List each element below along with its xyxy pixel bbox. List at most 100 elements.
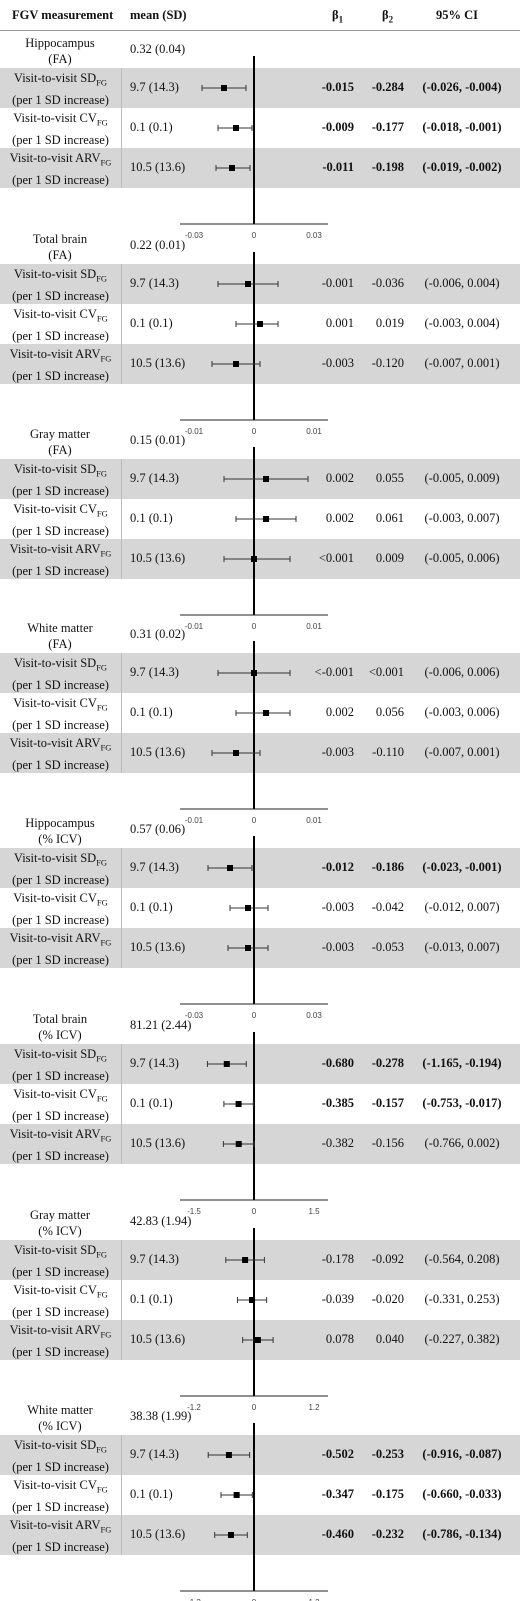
row-beta1: 0.001 bbox=[325, 316, 354, 330]
panel-title-line2: (FA) bbox=[48, 443, 72, 457]
row-label-suffix: (per 1 SD increase) bbox=[12, 952, 109, 967]
point-estimate bbox=[233, 361, 239, 367]
row-label-suffix: (per 1 SD increase) bbox=[12, 288, 109, 303]
table-row: Visit-to-visit CVFG (per 1 SD increase) 0.… bbox=[0, 304, 520, 344]
row-label-prefix: Visit-to-visit bbox=[9, 151, 76, 165]
row-metric: CV bbox=[79, 891, 97, 905]
row-label: Visit-to-visit CVFG (per 1 SD increase) bbox=[0, 110, 121, 149]
row-mean-sd: 9.7 (14.3) bbox=[130, 1056, 179, 1070]
row-mean-sd: 10.5 (13.6) bbox=[130, 551, 186, 565]
row-label-suffix: (per 1 SD increase) bbox=[12, 1459, 109, 1474]
row-metric-subscript: FG bbox=[96, 1289, 108, 1300]
tick-label: -0.01 bbox=[185, 622, 204, 631]
row-beta1: 0.002 bbox=[325, 511, 354, 525]
row-beta1: -0.460 bbox=[321, 1527, 354, 1541]
row-95-ci: (-0.006, 0.004) bbox=[424, 276, 500, 290]
row-metric-subscript: FG bbox=[96, 468, 108, 479]
column-separator bbox=[121, 653, 122, 773]
row-label-suffix: (per 1 SD increase) bbox=[12, 132, 109, 147]
column-separator bbox=[121, 459, 122, 579]
row-label: Visit-to-visit SDFG (per 1 SD increase) bbox=[0, 461, 121, 500]
row-beta1: -0.009 bbox=[321, 120, 354, 134]
row-beta2: -0.253 bbox=[371, 1447, 404, 1461]
row-beta1: -0.003 bbox=[321, 356, 354, 370]
row-label: Visit-to-visit SDFG (per 1 SD increase) bbox=[0, 655, 121, 694]
forest-plot: -0.01 0 0.01 bbox=[180, 252, 328, 436]
row-metric-subscript: FG bbox=[96, 897, 108, 908]
point-estimate bbox=[233, 750, 239, 756]
row-label-prefix: Visit-to-visit bbox=[13, 891, 80, 905]
row-beta2: -0.092 bbox=[371, 1252, 404, 1266]
row-label-prefix: Visit-to-visit bbox=[9, 931, 76, 945]
row-beta1: -0.385 bbox=[321, 1096, 354, 1110]
tick-label: 0 bbox=[252, 1403, 257, 1412]
row-metric: SD bbox=[80, 851, 97, 865]
tick-label: 0 bbox=[252, 231, 257, 240]
row-mean-sd: 9.7 (14.3) bbox=[130, 860, 179, 874]
forest-plot: -0.01 0 0.01 bbox=[180, 641, 328, 825]
table-row: Visit-to-visit SDFG (per 1 SD increase) 9.… bbox=[0, 1044, 520, 1084]
table-row: Visit-to-visit ARVFG (per 1 SD increase) 1… bbox=[0, 1320, 520, 1360]
row-label: Visit-to-visit CVFG (per 1 SD increase) bbox=[0, 1477, 121, 1516]
table-row: Visit-to-visit SDFG (per 1 SD increase) 9.… bbox=[0, 68, 520, 108]
row-label: Visit-to-visit CVFG (per 1 SD increase) bbox=[0, 501, 121, 540]
table-row: Visit-to-visit ARVFG (per 1 SD increase) 1… bbox=[0, 148, 520, 188]
row-beta1: -0.502 bbox=[321, 1447, 354, 1461]
row-metric-subscript: FG bbox=[96, 273, 108, 284]
row-95-ci: (-0.007, 0.001) bbox=[424, 356, 500, 370]
row-mean-sd: 10.5 (13.6) bbox=[130, 1332, 186, 1346]
row-metric: CV bbox=[79, 111, 97, 125]
row-label: Visit-to-visit ARVFG (per 1 SD increase) bbox=[0, 1322, 121, 1361]
row-label-prefix: Visit-to-visit bbox=[13, 1438, 81, 1452]
table-row: Visit-to-visit CVFG (per 1 SD increase) 0.… bbox=[0, 108, 520, 148]
row-mean-sd: 0.1 (0.1) bbox=[130, 316, 173, 330]
tick-label: -0.01 bbox=[185, 427, 204, 436]
row-beta1: 0.078 bbox=[325, 1332, 354, 1346]
row-beta1: -0.012 bbox=[321, 860, 354, 874]
row-metric: SD bbox=[80, 656, 97, 670]
row-beta1: -0.003 bbox=[321, 940, 354, 954]
row-label-prefix: Visit-to-visit bbox=[9, 347, 76, 361]
panel-title-line2: (% ICV) bbox=[38, 1224, 82, 1238]
tick-label: -0.03 bbox=[185, 1011, 204, 1020]
column-separator bbox=[121, 1435, 122, 1555]
row-label-prefix: Visit-to-visit bbox=[9, 1323, 76, 1337]
row-beta2: 0.040 bbox=[375, 1332, 404, 1346]
point-estimate bbox=[228, 1532, 234, 1538]
row-95-ci: (-0.023, -0.001) bbox=[422, 860, 502, 874]
row-beta2: -0.284 bbox=[371, 80, 404, 94]
row-95-ci: (-0.003, 0.004) bbox=[424, 316, 500, 330]
row-mean-sd: 9.7 (14.3) bbox=[130, 1252, 179, 1266]
tick-label: 0 bbox=[252, 1207, 257, 1216]
table-row: Visit-to-visit ARVFG (per 1 SD increase) 1… bbox=[0, 344, 520, 384]
row-label-suffix: (per 1 SD increase) bbox=[12, 1108, 109, 1123]
header-95-ci: 95% CI bbox=[436, 8, 479, 22]
point-estimate bbox=[227, 865, 233, 871]
row-label-suffix: (per 1 SD increase) bbox=[12, 677, 109, 692]
point-estimate bbox=[233, 1492, 240, 1498]
row-metric-subscript: FG bbox=[96, 117, 108, 128]
row-metric-subscript: FG bbox=[96, 77, 108, 88]
row-metric: ARV bbox=[75, 151, 101, 165]
row-95-ci: (-0.331, 0.253) bbox=[424, 1292, 500, 1306]
row-mean-sd: 0.1 (0.1) bbox=[130, 900, 173, 914]
point-estimate bbox=[221, 85, 227, 91]
row-95-ci: (-0.007, 0.001) bbox=[424, 745, 500, 759]
row-metric-subscript: FG bbox=[96, 1484, 108, 1495]
point-estimate bbox=[251, 670, 257, 676]
forest-plot: -1.5 0 1.5 bbox=[180, 1032, 328, 1216]
panel-title-line1: Gray matter bbox=[29, 1208, 91, 1222]
row-label-prefix: Visit-to-visit bbox=[13, 851, 81, 865]
row-beta2: -0.198 bbox=[371, 160, 404, 174]
row-label-suffix: (per 1 SD increase) bbox=[12, 872, 109, 887]
row-95-ci: (-0.766, 0.002) bbox=[424, 1136, 500, 1150]
table-row: Visit-to-visit ARVFG (per 1 SD increase) 1… bbox=[0, 1124, 520, 1164]
row-beta1: <0.001 bbox=[318, 551, 354, 565]
row-label: Visit-to-visit CVFG (per 1 SD increase) bbox=[0, 306, 121, 345]
panel-title: Hippocampus (FA) bbox=[0, 35, 120, 67]
column-separator bbox=[121, 1240, 122, 1360]
table-row: Visit-to-visit SDFG (per 1 SD increase) 9.… bbox=[0, 1435, 520, 1475]
row-beta1: -0.178 bbox=[321, 1252, 354, 1266]
row-label-suffix: (per 1 SD increase) bbox=[12, 523, 109, 538]
panel-mean-sd: 0.57 (0.06) bbox=[130, 822, 186, 836]
